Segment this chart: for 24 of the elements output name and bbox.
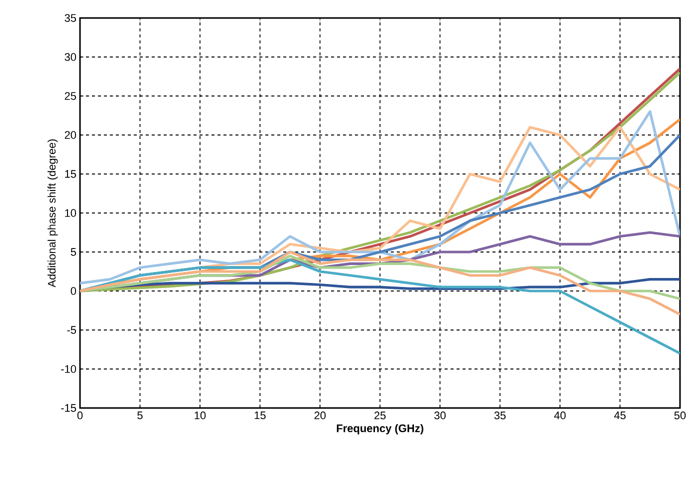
y-axis-title: Additional phase shift (degree) bbox=[48, 139, 58, 288]
y-tick-label: 20 bbox=[64, 131, 76, 139]
y-tick-label: -15 bbox=[61, 404, 76, 412]
x-tick-label: 40 bbox=[554, 412, 566, 420]
x-axis-title: Frequency (GHz) bbox=[336, 424, 424, 434]
y-tick-label: 35 bbox=[64, 14, 76, 22]
x-tick-label: 25 bbox=[374, 412, 386, 420]
x-tick-label: 10 bbox=[194, 412, 206, 420]
x-tick-label: 45 bbox=[614, 412, 626, 420]
x-tick-label: 20 bbox=[314, 412, 326, 420]
x-tick-label: 35 bbox=[494, 412, 506, 420]
x-tick-label: 50 bbox=[674, 412, 686, 420]
x-tick-label: 5 bbox=[137, 412, 143, 420]
x-tick-label: 30 bbox=[434, 412, 446, 420]
y-tick-label: 10 bbox=[65, 209, 76, 217]
y-tick-label: 5 bbox=[70, 248, 76, 256]
y-tick-label: 30 bbox=[64, 53, 76, 61]
y-tick-label: -5 bbox=[67, 326, 76, 334]
y-tick-label: 15 bbox=[65, 170, 76, 178]
x-tick-label: 15 bbox=[254, 412, 266, 420]
y-tick-label: 25 bbox=[64, 92, 76, 100]
x-tick-label: 0 bbox=[77, 412, 83, 420]
y-tick-label: 0 bbox=[70, 287, 76, 295]
y-tick-label: -10 bbox=[61, 365, 76, 373]
